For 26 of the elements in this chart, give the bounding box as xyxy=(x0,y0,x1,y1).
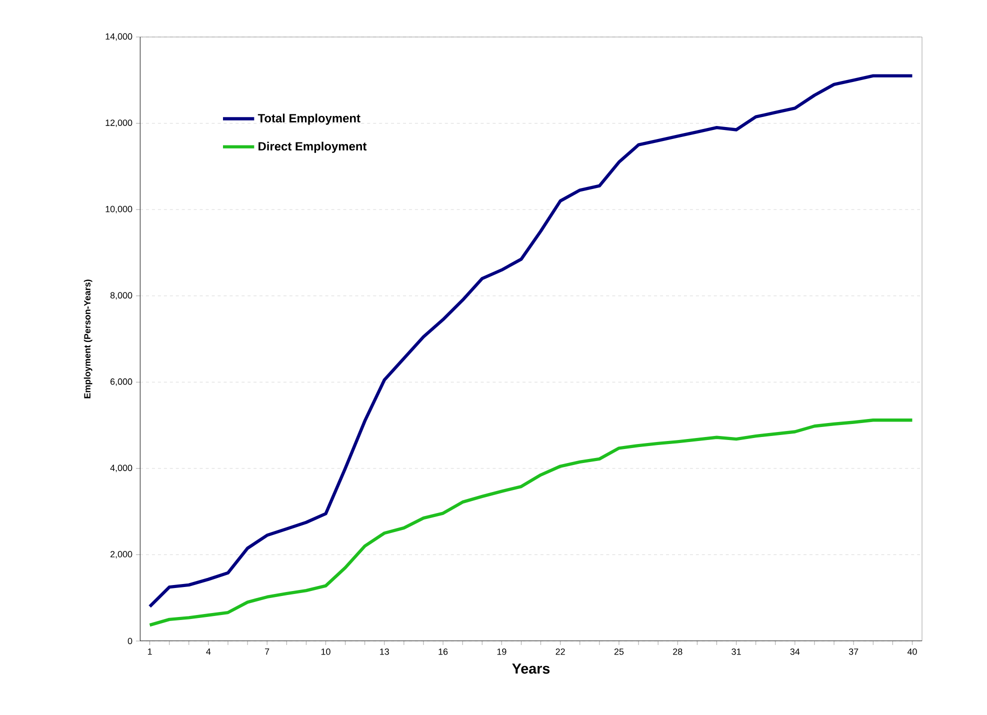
y-tick-label: 14,000 xyxy=(106,33,132,41)
x-tick-label: 31 xyxy=(732,648,741,655)
y-tick-label: 10,000 xyxy=(106,206,132,214)
x-tick-label: 13 xyxy=(380,648,389,655)
x-tick-label: 7 xyxy=(265,648,270,655)
x-tick-label: 40 xyxy=(907,648,917,655)
y-tick-label: 4,000 xyxy=(110,464,132,472)
y-tick-label: 0 xyxy=(128,638,132,644)
x-tick-label: 4 xyxy=(206,648,211,655)
y-tick-label: 6,000 xyxy=(110,378,132,386)
y-tick-label: 12,000 xyxy=(106,120,132,127)
x-axis-title: Years xyxy=(512,664,550,674)
x-tick-label: 16 xyxy=(438,648,448,655)
legend-label: Total Employment xyxy=(258,114,360,125)
y-tick-label: 2,000 xyxy=(110,551,132,558)
y-tick-label: 8,000 xyxy=(110,292,132,300)
legend-label: Direct Employment xyxy=(258,142,367,153)
x-tick-label: 37 xyxy=(848,648,858,655)
x-tick-label: 25 xyxy=(614,648,624,655)
x-tick-label: 19 xyxy=(497,648,506,655)
x-tick-label: 10 xyxy=(321,648,330,655)
y-axis-title: Employment (Person-Years) xyxy=(84,280,92,398)
x-tick-label: 22 xyxy=(556,648,565,655)
x-tick-label: 28 xyxy=(673,648,682,655)
x-tick-label: 1 xyxy=(148,648,152,655)
x-tick-label: 34 xyxy=(790,648,800,655)
